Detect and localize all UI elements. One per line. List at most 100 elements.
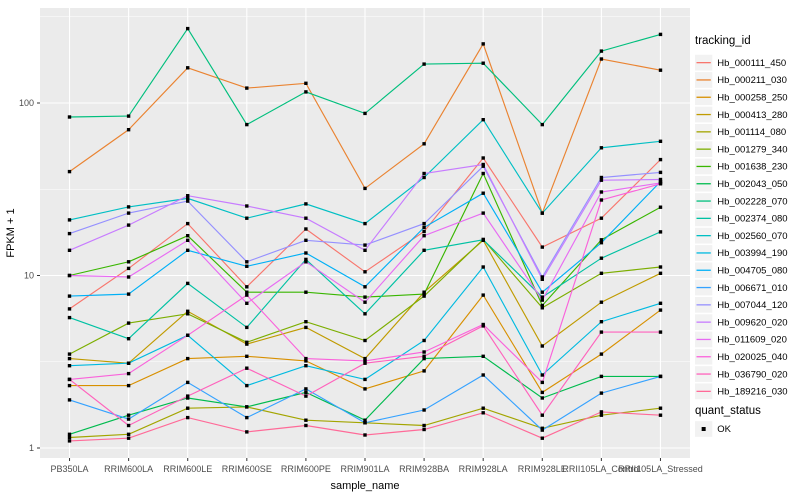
data-point <box>599 175 604 180</box>
legend-label: Hb_004705_080 <box>717 265 787 276</box>
data-point <box>540 390 544 395</box>
data-point <box>599 410 604 414</box>
data-point <box>126 205 131 209</box>
data-point <box>67 248 72 252</box>
data-point <box>363 221 367 226</box>
data-point <box>481 42 485 46</box>
black-square-marker <box>701 427 706 431</box>
legend-label: Hb_000258_250 <box>717 92 787 103</box>
data-point <box>422 171 426 176</box>
legend-label: Hb_000211_030 <box>717 75 787 86</box>
data-point <box>245 285 249 289</box>
data-point <box>363 270 367 274</box>
x-tick-label: RRIM901LA <box>340 464 389 474</box>
data-point <box>304 387 308 391</box>
data-point <box>186 281 190 286</box>
data-point <box>540 436 544 440</box>
data-point <box>658 374 663 379</box>
legend-label: Hb_001279_340 <box>717 144 787 155</box>
data-point <box>540 122 544 127</box>
data-point <box>67 315 72 320</box>
data-point <box>126 260 131 264</box>
data-point <box>186 238 190 242</box>
data-point <box>304 257 308 262</box>
data-point <box>245 342 249 346</box>
data-point <box>67 432 72 436</box>
data-point <box>422 248 426 252</box>
data-point <box>304 320 308 324</box>
data-point <box>186 356 190 361</box>
data-point <box>304 390 308 395</box>
data-point <box>245 325 249 330</box>
legend-label: Hb_002374_080 <box>717 214 787 225</box>
data-point <box>422 294 426 298</box>
data-point <box>658 308 663 312</box>
data-point <box>422 142 426 146</box>
data-point <box>126 292 131 296</box>
data-point <box>186 234 190 238</box>
x-tick-label: RRIM600LA <box>104 464 153 474</box>
x-axis-title: sample_name <box>330 480 399 492</box>
data-point <box>245 264 249 268</box>
data-point <box>599 241 604 245</box>
data-point <box>481 211 485 215</box>
legend-label: Hb_000111_450 <box>717 58 786 69</box>
data-point <box>540 298 544 302</box>
data-point <box>245 405 249 409</box>
data-point <box>422 350 426 354</box>
data-point <box>658 406 663 410</box>
data-point <box>658 330 663 334</box>
data-point <box>304 90 308 94</box>
legend-label: Hb_009620_020 <box>717 317 787 328</box>
data-point <box>481 406 485 410</box>
data-point <box>363 248 367 252</box>
x-tick-label: RRIM928LE <box>518 464 567 474</box>
data-point <box>245 86 249 90</box>
data-point <box>658 230 663 234</box>
data-point <box>599 330 604 334</box>
data-point <box>304 423 308 428</box>
data-point <box>422 221 426 226</box>
data-point <box>599 49 604 53</box>
data-point <box>304 364 308 368</box>
data-point <box>304 356 308 361</box>
data-point <box>363 421 367 425</box>
data-point <box>599 216 604 220</box>
data-point <box>304 290 308 294</box>
data-point <box>245 216 249 220</box>
data-point <box>540 275 544 279</box>
data-point <box>599 352 604 356</box>
data-point <box>658 413 663 417</box>
data-point <box>67 169 72 174</box>
data-point <box>186 199 190 203</box>
data-point <box>658 271 663 275</box>
data-point <box>67 294 72 298</box>
data-point <box>67 364 72 368</box>
y-tick-label: 1 <box>29 443 34 453</box>
data-point <box>67 398 72 402</box>
data-point <box>599 374 604 379</box>
data-point <box>304 251 308 255</box>
data-point <box>540 373 544 377</box>
data-point <box>186 396 190 400</box>
data-point <box>304 202 308 206</box>
legend-label: Hb_001114_080 <box>717 127 786 138</box>
data-point <box>540 413 544 417</box>
legend-label: Hb_003994_190 <box>717 248 787 259</box>
data-point <box>126 383 131 388</box>
data-point <box>599 413 604 417</box>
data-point <box>422 356 426 361</box>
data-point <box>245 204 249 208</box>
data-point <box>481 354 485 358</box>
data-point <box>599 57 604 61</box>
legend-label: Hb_002560_070 <box>717 231 787 242</box>
data-point <box>245 366 249 370</box>
data-point <box>540 396 544 400</box>
data-point <box>245 383 249 388</box>
data-point <box>304 238 308 242</box>
legend-label: Hb_001638_230 <box>717 162 787 173</box>
y-tick-label: 100 <box>19 98 34 108</box>
data-point <box>599 391 604 395</box>
data-point <box>422 175 426 180</box>
